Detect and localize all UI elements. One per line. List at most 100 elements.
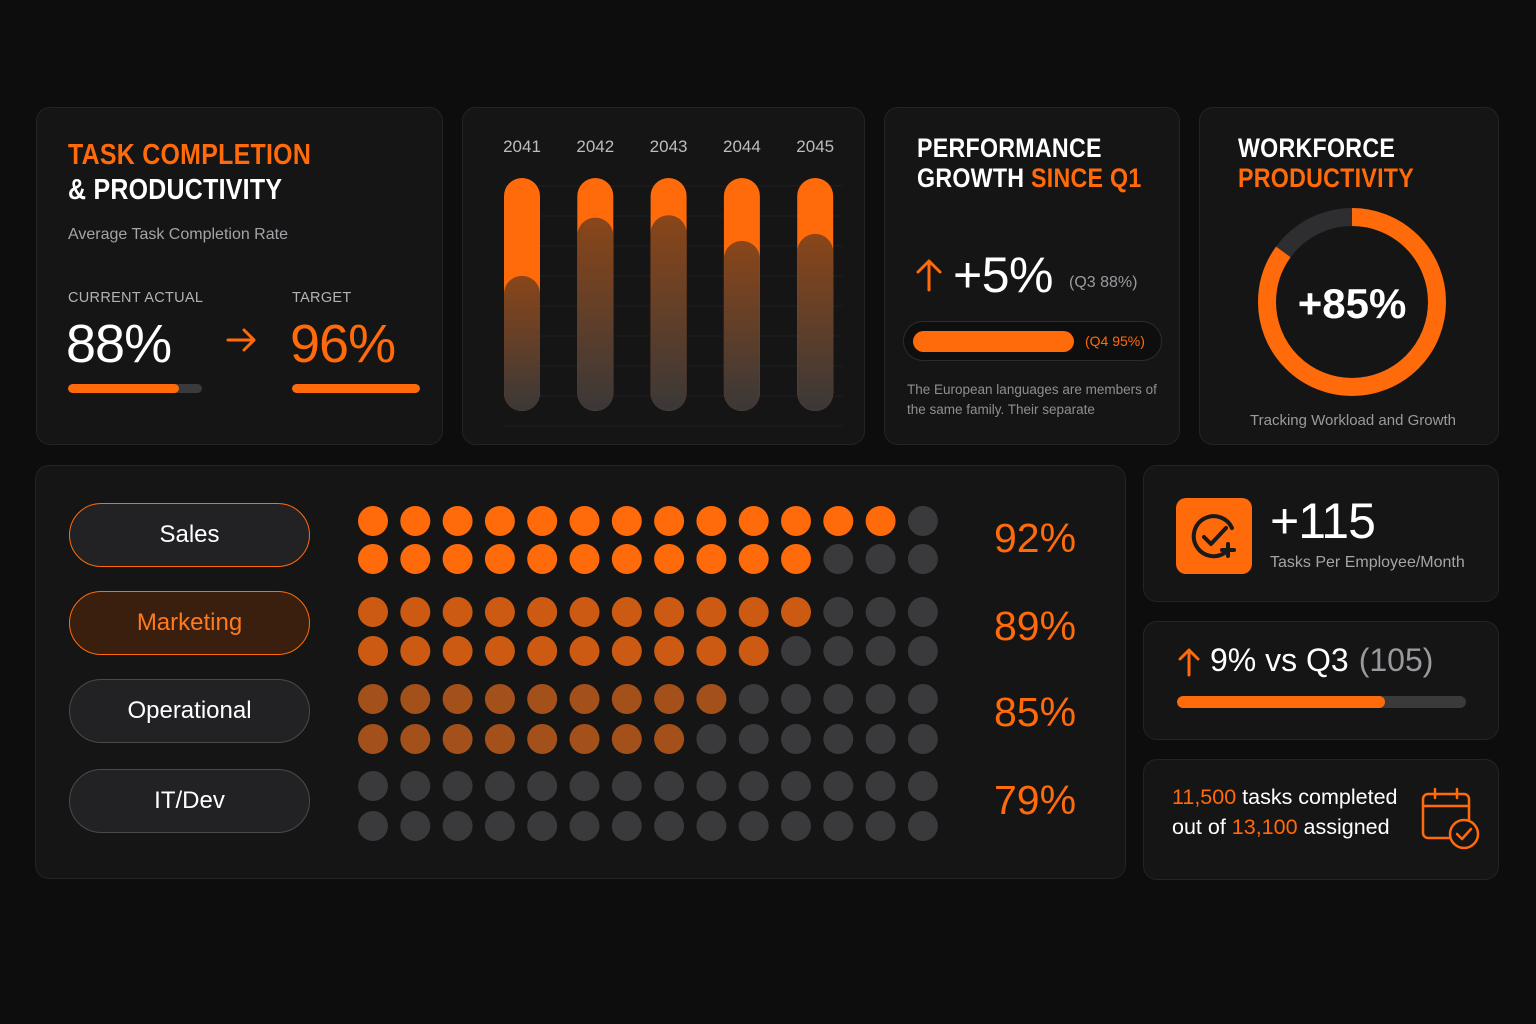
performance-title: PERFORMANCE GROWTH SINCE Q1 (917, 133, 1178, 193)
dept-percent-operational: 85% (994, 689, 1077, 735)
dept-dot (527, 684, 558, 714)
department-completion-card: Sales Marketing Operational IT/Dev 92% 8… (35, 465, 1126, 879)
dept-dot (611, 506, 642, 536)
arrow-up-icon (916, 259, 942, 292)
growth-value: +5% (953, 247, 1053, 303)
assigned-text: assigned (1303, 815, 1390, 839)
dept-dot (569, 811, 600, 841)
calendar-check-icon (1421, 787, 1480, 850)
workforce-caption: Tracking Workload and Growth (1250, 412, 1456, 429)
year-bar-inner (504, 275, 540, 411)
dept-dot (358, 724, 388, 754)
dept-dot (907, 636, 938, 666)
dept-dot (400, 597, 431, 627)
dept-dot (442, 506, 473, 536)
dept-dot (865, 811, 896, 841)
dept-dot (527, 724, 558, 754)
dept-dot (484, 684, 515, 714)
dept-button-marketing[interactable]: Marketing (69, 591, 310, 655)
performance-title-growth: GROWTH (917, 163, 1025, 193)
dept-dot (865, 597, 896, 627)
tasks-per-employee-card: +115 Tasks Per Employee/Month (1143, 465, 1499, 602)
dept-dot (400, 684, 431, 714)
title-line-2: & PRODUCTIVITY (68, 174, 283, 206)
dept-dot-matrix (358, 506, 938, 841)
dept-dot (527, 506, 558, 536)
check-clock-icon (1176, 498, 1252, 574)
yearly-bars-card: 2041 2042 2043 2044 2045 (462, 107, 865, 445)
dept-dot (442, 724, 473, 754)
dept-dot (823, 771, 854, 801)
dept-dot (654, 811, 685, 841)
target-value: 96% (290, 314, 396, 374)
dept-dot (527, 544, 558, 574)
year-label: 2041 (503, 137, 541, 156)
dept-dot (527, 597, 558, 627)
dept-dot (442, 636, 473, 666)
performance-description: The European languages are members of th… (907, 382, 1157, 417)
dept-dot (484, 771, 515, 801)
dept-dot (358, 544, 388, 574)
dept-dot (781, 506, 811, 536)
dept-dot (654, 544, 685, 574)
tasks-per-employee-caption: Tasks Per Employee/Month (1270, 554, 1465, 571)
dept-dot (654, 684, 685, 714)
dept-dot (442, 771, 473, 801)
vs-q3-note: (105) (1358, 642, 1434, 678)
vs-q3-card: 9% vs Q3 (105) (1143, 621, 1499, 740)
dept-dot (865, 506, 896, 536)
dept-dot (738, 636, 769, 666)
q4-progress-pill: (Q4 95%) (903, 321, 1162, 361)
dept-dot (400, 771, 431, 801)
dept-dot (696, 811, 727, 841)
workforce-productivity-card: WORKFORCE PRODUCTIVITY +85% Tracking Wor… (1199, 107, 1499, 445)
vs-q3-change: 9% vs Q3 (1210, 642, 1349, 678)
dept-button-operational[interactable]: Operational (69, 679, 310, 743)
growth-note: (Q3 88%) (1069, 274, 1138, 291)
ring-progress (1258, 208, 1446, 396)
performance-title-line-1: PERFORMANCE (917, 133, 1102, 163)
current-actual-value: 88% (66, 314, 172, 374)
arrow-up-icon (1178, 648, 1200, 677)
done-text: tasks completed (1242, 785, 1398, 809)
dept-dot (865, 544, 896, 574)
dept-dot (358, 597, 388, 627)
dept-dot (823, 506, 854, 536)
dept-dot (738, 771, 769, 801)
dept-dot (400, 544, 431, 574)
task-completion-title: TASK COMPLETION & PRODUCTIVITY (68, 138, 351, 208)
dept-dot (696, 771, 727, 801)
q4-progress-fill (913, 331, 1074, 352)
dept-dot (484, 811, 515, 841)
current-progress-fill (68, 384, 180, 393)
dept-dot (654, 724, 685, 754)
performance-title-line-2: GROWTH SINCE Q1 (917, 163, 1141, 193)
dept-dot (569, 636, 600, 666)
year-bar-inner (650, 215, 687, 411)
task-completion-subtitle: Average Task Completion Rate (68, 226, 288, 243)
dept-dot (907, 597, 938, 627)
dept-dot (907, 771, 938, 801)
task-completion-card: TASK COMPLETION & PRODUCTIVITY Average T… (36, 107, 443, 445)
dept-dot (696, 636, 727, 666)
dept-dot (611, 684, 642, 714)
dept-dot (738, 724, 769, 754)
dept-dot (865, 684, 896, 714)
year-bar-inner (723, 240, 760, 411)
year-bar-inner (577, 217, 614, 411)
dept-dot (400, 811, 431, 841)
dept-button-itdev[interactable]: IT/Dev (69, 769, 310, 833)
dept-dot (527, 771, 558, 801)
dept-dot (400, 506, 431, 536)
dept-dot (654, 506, 685, 536)
dept-dot (358, 506, 388, 536)
year-label: 2042 (576, 137, 614, 156)
dept-dot (611, 771, 642, 801)
dept-button-sales[interactable]: Sales (69, 503, 310, 567)
dept-dot (865, 724, 896, 754)
ring-value: +85% (1297, 280, 1407, 327)
dept-dot (484, 724, 515, 754)
dept-dot (865, 636, 896, 666)
dept-dot (442, 811, 473, 841)
dept-dot (611, 544, 642, 574)
